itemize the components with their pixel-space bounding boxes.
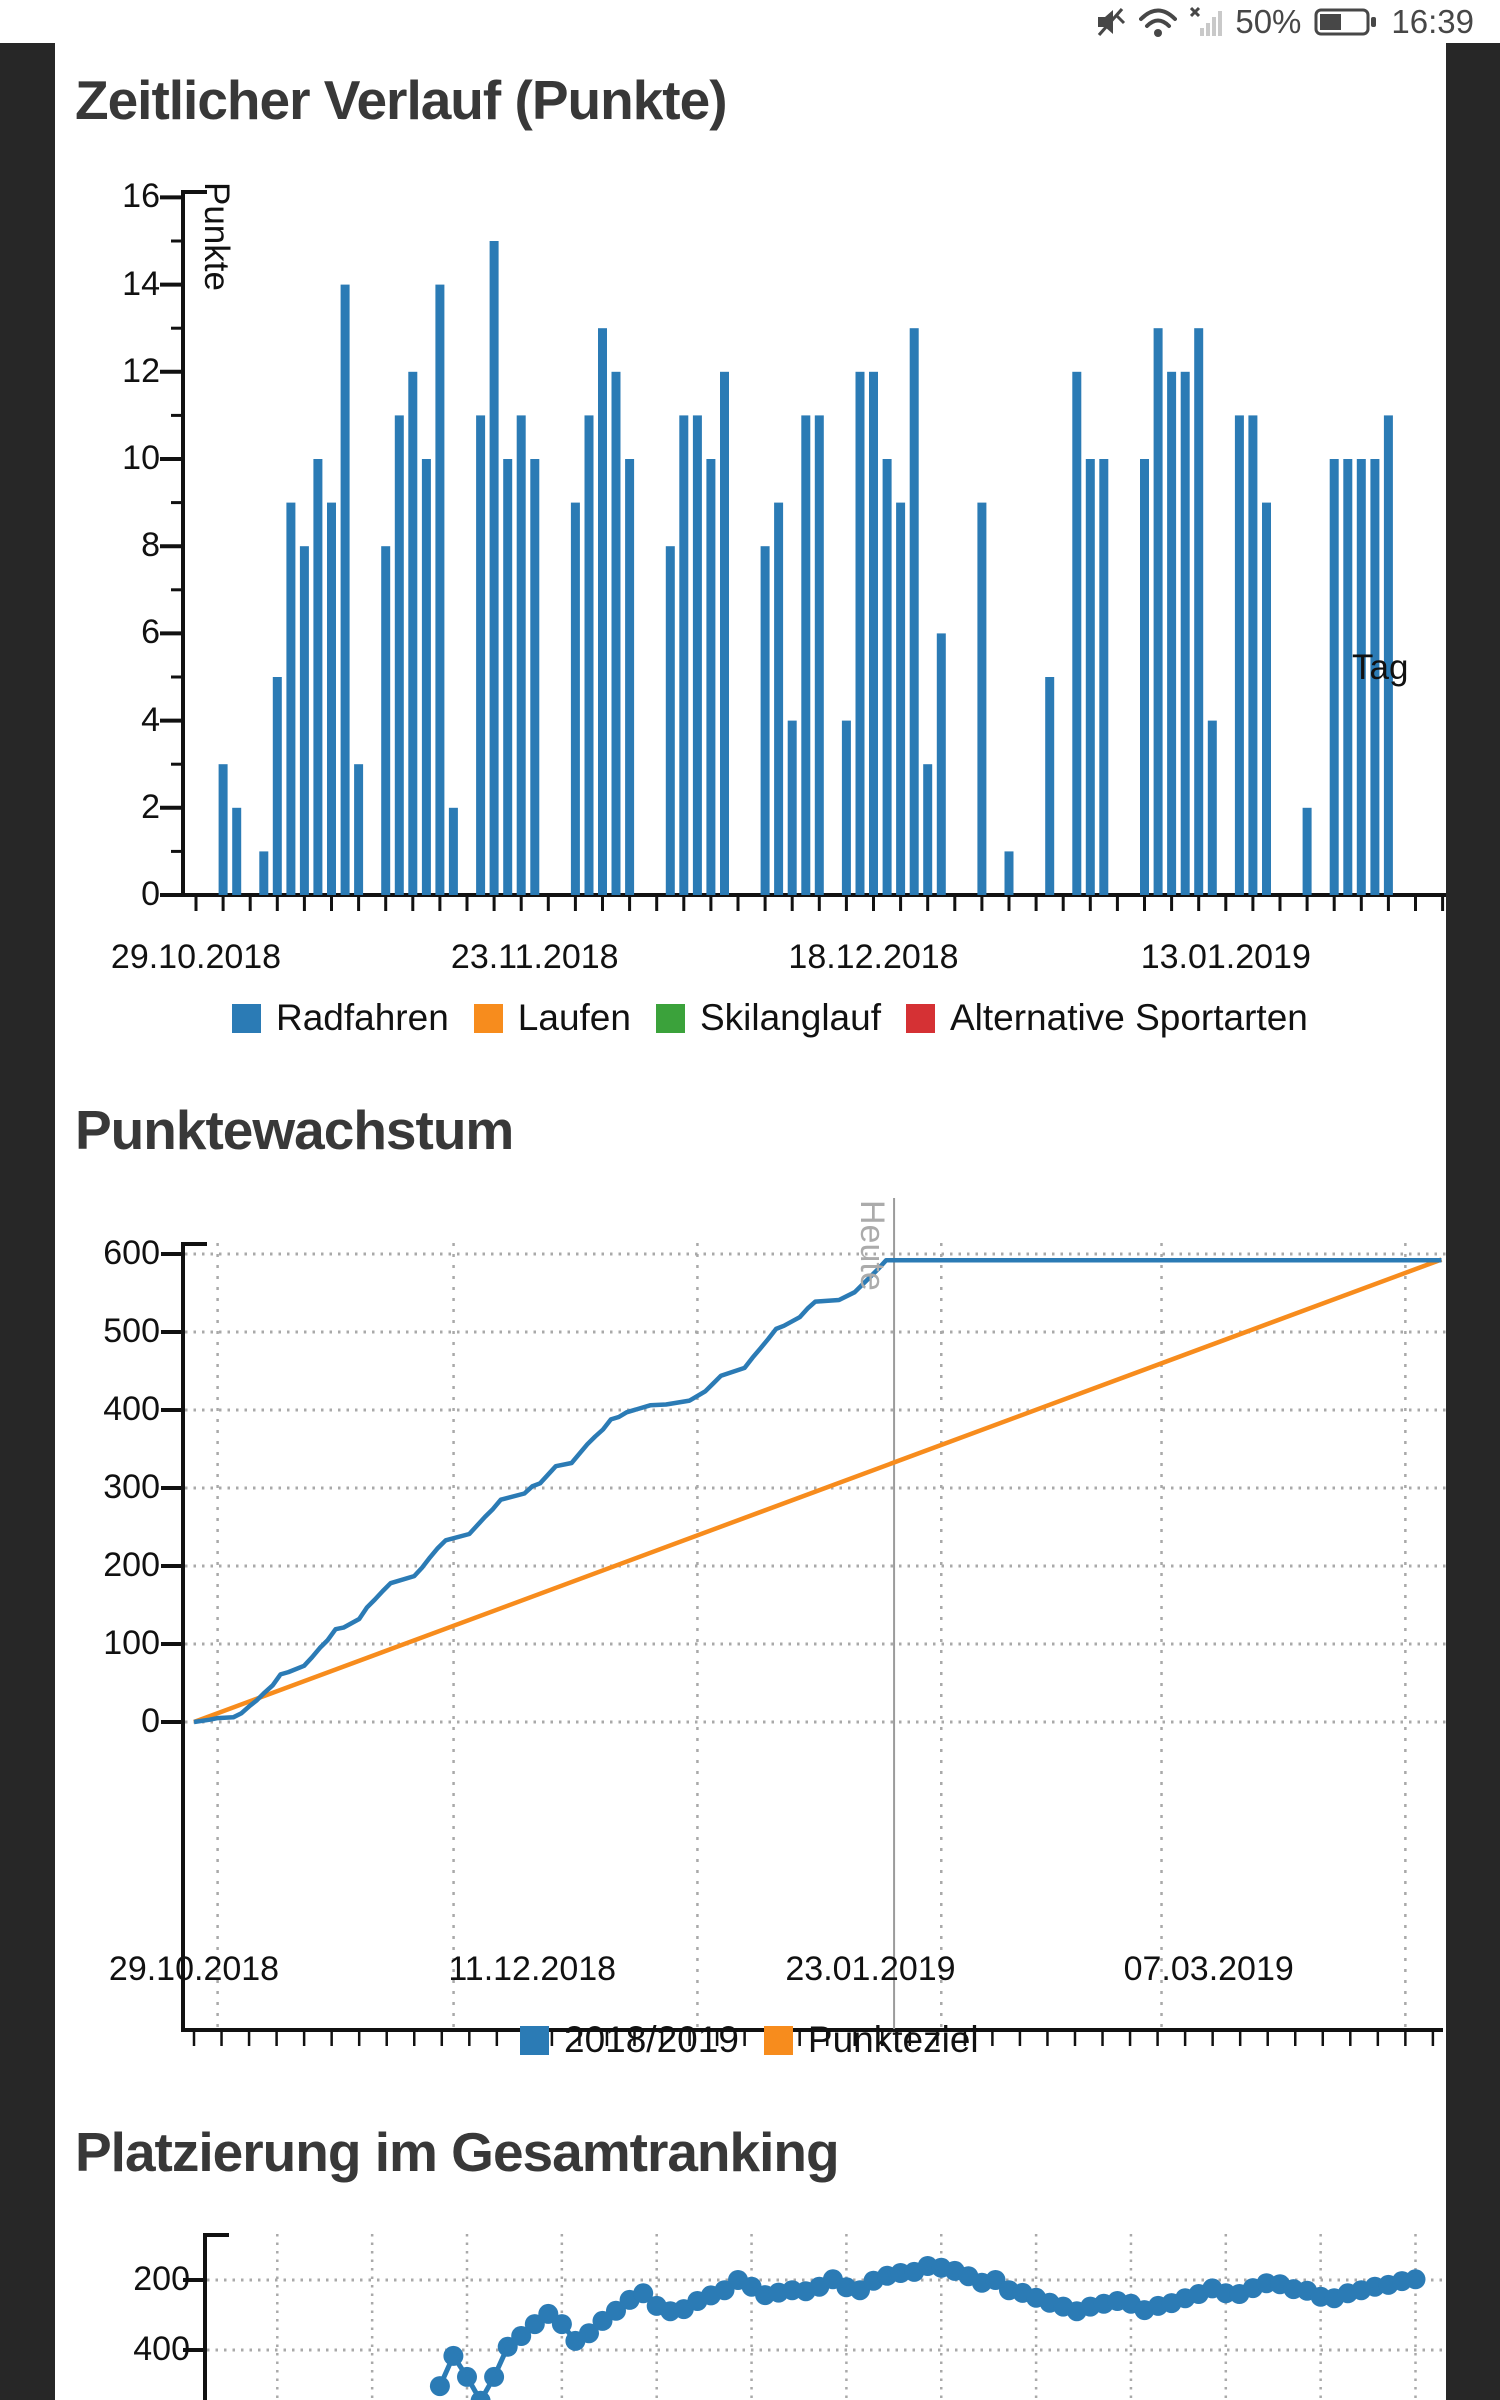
status-icons-cluster: 50% 16:39 [1096,3,1474,41]
legend-item: Radfahren [232,997,449,1039]
legend-swatch [520,2025,549,2055]
legend-label: Skilanglauf [699,997,881,1038]
legend-swatch [905,1003,935,1033]
right-edge-strip [1446,43,1500,2400]
chart1-legend: Radfahren Laufen Skilanglauf Alternative Sp… [232,997,1308,1039]
clock-text: 16:39 [1391,3,1474,40]
wifi-icon [1139,8,1178,37]
legend-item: Skilanglauf [655,997,881,1039]
legend-swatch [473,1003,503,1033]
legend-item: Alternative Sportarten [905,997,1308,1039]
legend-label: Radfahren [276,997,449,1038]
legend-swatch [232,1003,261,1033]
battery-percent-text: 50% [1235,3,1302,40]
legend-label: Laufen [517,997,631,1038]
cell-signal-off-icon [1190,6,1223,36]
legend-label: Alternative Sportarten [949,997,1308,1038]
legend-item: Laufen [473,997,631,1039]
legend-swatch [655,1003,685,1033]
volume-muted-icon [1098,7,1126,37]
legend-label: Punkteziel [807,2019,979,2060]
left-edge-strip [0,43,55,2400]
legend-item: Punkteziel [763,2019,979,2061]
status-bar: 50% 16:39 [0,0,1500,43]
legend-label: 2018/2019 [564,2019,739,2060]
battery-icon [1314,8,1377,36]
chart2-legend: 2018/2019 Punkteziel [520,2019,979,2061]
legend-swatch [763,2025,793,2055]
legend-item: 2018/2019 [520,2019,739,2061]
